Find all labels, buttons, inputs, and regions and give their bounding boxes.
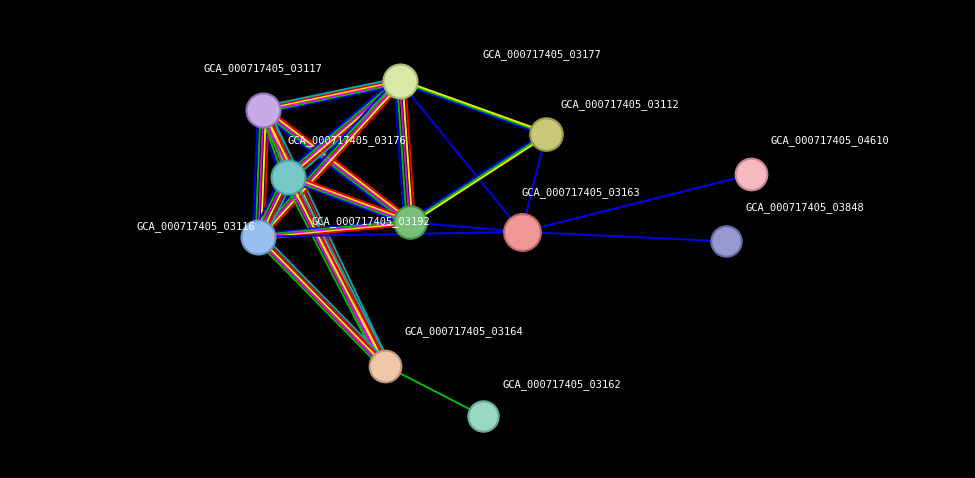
Point (743, 171, 759, 178)
Text: GCA_000717405_03176: GCA_000717405_03176 (288, 135, 407, 146)
Point (538, 130, 554, 138)
Text: GCA_000717405_03162: GCA_000717405_03162 (502, 379, 621, 390)
Text: GCA_000717405_03192: GCA_000717405_03192 (312, 216, 431, 227)
Point (280, 173, 295, 181)
Text: GCA_000717405_03164: GCA_000717405_03164 (405, 326, 524, 337)
Point (719, 238, 734, 245)
Point (402, 218, 417, 226)
Point (251, 233, 266, 240)
Point (377, 362, 393, 369)
Point (392, 77, 408, 85)
Point (514, 228, 529, 236)
Point (255, 106, 271, 114)
Text: GCA_000717405_03117: GCA_000717405_03117 (204, 63, 323, 74)
Text: GCA_000717405_03116: GCA_000717405_03116 (136, 221, 255, 232)
Text: GCA_000717405_04610: GCA_000717405_04610 (770, 135, 889, 146)
Point (475, 412, 490, 420)
Text: GCA_000717405_03163: GCA_000717405_03163 (522, 187, 641, 198)
Text: GCA_000717405_03848: GCA_000717405_03848 (746, 202, 865, 213)
Text: GCA_000717405_03112: GCA_000717405_03112 (561, 99, 680, 110)
Text: GCA_000717405_03177: GCA_000717405_03177 (483, 49, 602, 60)
